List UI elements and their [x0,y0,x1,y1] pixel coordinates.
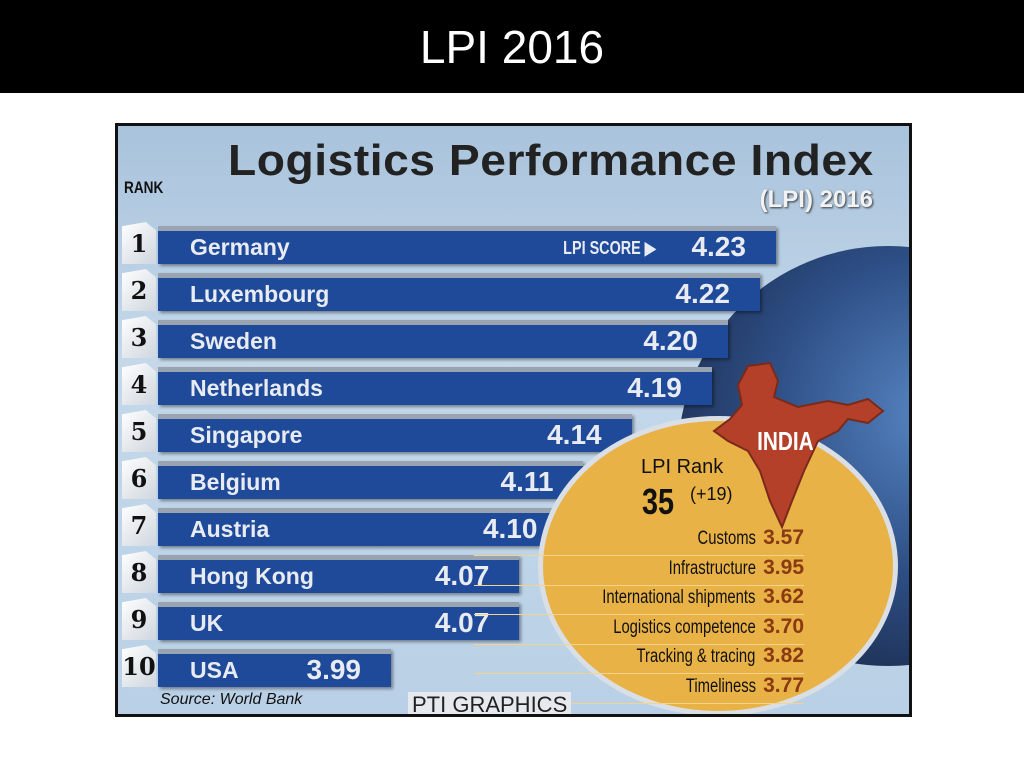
lpi-infographic: Logistics Performance Index (LPI) 2016 R… [115,123,912,717]
rank-number: 9 [122,598,156,640]
value-label: 4.07 [434,560,490,591]
country-label: Austria [190,516,270,542]
slide-title: LPI 2016 [419,21,605,73]
indicator-value: 3.95 [763,555,804,579]
bar: USA 3.99 [158,649,391,687]
value-label: 4.11 [500,466,554,497]
india-map-icon [712,361,885,530]
indicator-label: Logistics competence [613,616,756,638]
country-label: Hong Kong [190,563,314,589]
lpi-score-label: LPI SCORE ▶ [563,238,656,258]
indicator-label: Tracking & tracing [636,646,756,667]
country-label: Sweden [190,328,277,354]
rank-number: 5 [122,410,156,452]
value-label: 4.14 [547,419,602,450]
india-label: INDIA [757,426,814,456]
indicator-row: Customs 3.57 [474,526,804,556]
lpi-rank-label: LPI Rank [641,456,724,478]
indicator-row: Timeliness 3.77 [474,674,804,704]
country-label: Luxembourg [190,281,330,307]
source-note: Source: World Bank [160,691,303,708]
value-label: 3.99 [306,654,362,685]
country-label: USA [190,657,239,683]
indicator-value: 3.77 [763,673,804,697]
rank-number: 6 [122,457,156,499]
value-label: 4.20 [643,325,698,356]
chart-subtitle: (LPI) 2016 [759,186,873,213]
indicator-label: Infrastructure [668,557,756,579]
indicator-label: Timeliness [685,675,756,697]
value-label: 4.19 [627,372,682,403]
india-panel [538,416,898,714]
bar: Belgium 4.11 [158,461,584,499]
title-bar [0,0,1024,93]
indicator-label: Customs [697,528,756,549]
bar: UK 4.07 [158,602,520,640]
indicator-value: 3.57 [763,526,804,549]
country-label: Singapore [190,422,303,448]
chart-title: Logistics Performance Index [228,136,874,185]
bar: Netherlands 4.19 [158,367,712,405]
value-label: 4.07 [434,607,490,638]
rank-number: 2 [122,269,156,311]
bar: Hong Kong 4.07 [158,555,520,593]
bar: Austria 4.10 [158,508,568,546]
credit-logo: PTI GRAPHICS [408,692,572,714]
bar: Germany LPI SCORE ▶ 4.23 [158,226,776,264]
indicator-row: Infrastructure 3.95 [474,556,804,586]
rank-number: 4 [122,363,156,405]
country-label: Netherlands [190,375,323,401]
rank-number: 3 [122,316,156,358]
indicator-value: 3.70 [763,614,804,638]
value-label: 4.23 [691,231,746,262]
bar: Sweden 4.20 [158,320,728,358]
country-label: UK [190,610,224,636]
value-label: 4.10 [482,513,538,544]
indicator-row: Logistics competence 3.70 [474,615,804,645]
indicator-row: Tracking & tracing 3.82 [474,644,804,674]
indicator-value: 3.62 [763,585,804,608]
country-label: Belgium [190,469,281,495]
bar: Luxembourg 4.22 [158,273,760,311]
lpi-rank-change: (+19) [690,484,733,504]
rank-number: 1 [122,222,156,264]
value-label: 4.22 [675,278,730,309]
lpi-rank-value: 35 [642,481,675,522]
bar: Singapore 4.14 [158,414,632,452]
rank-number: 10 [122,645,156,687]
rank-number: 7 [122,504,156,546]
indicator-label: International shipments [602,587,756,608]
indicator-row: International shipments 3.62 [474,585,804,615]
country-label: Germany [190,234,290,260]
indicator-value: 3.82 [763,644,804,667]
rank-header: RANK [124,178,164,197]
rank-number: 8 [122,551,156,593]
